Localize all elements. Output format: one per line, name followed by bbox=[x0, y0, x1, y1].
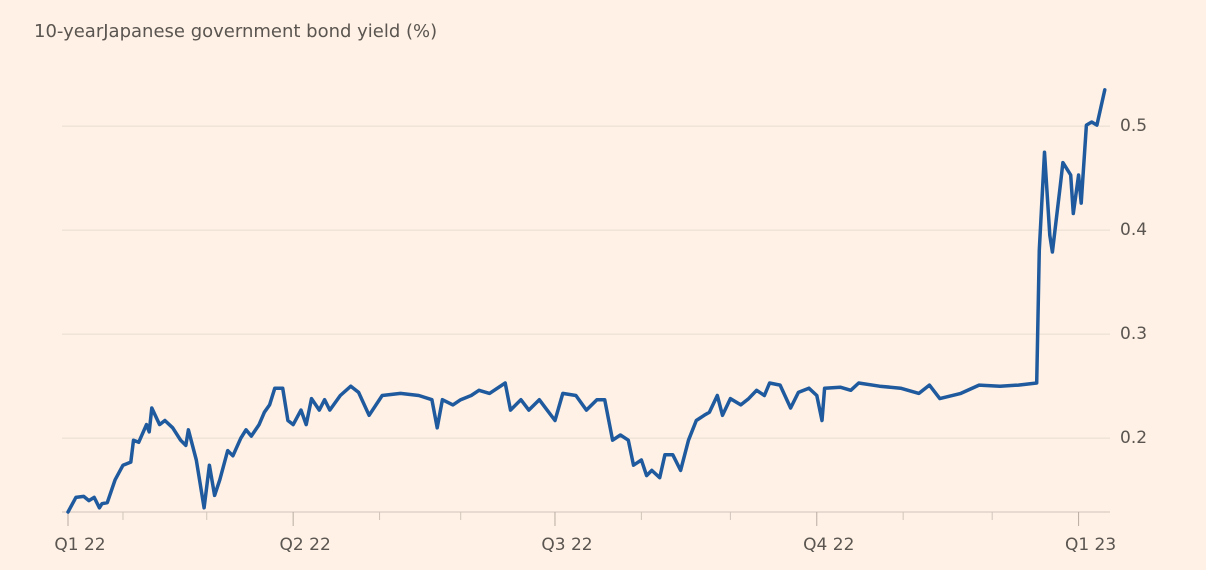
yield-line bbox=[66, 88, 1107, 514]
y-tick-label: 0.2 bbox=[1120, 428, 1147, 448]
y-tick-label: 0.5 bbox=[1120, 116, 1147, 136]
y-tick-label: 0.4 bbox=[1120, 220, 1147, 240]
x-tick-label: Q3 22 bbox=[541, 535, 592, 555]
x-tick-label: Q1 22 bbox=[54, 535, 105, 555]
x-tick-label: Q4 22 bbox=[803, 535, 854, 555]
x-tick-label: Q1 23 bbox=[1065, 535, 1116, 555]
x-tick-label: Q2 22 bbox=[280, 535, 331, 555]
y-tick-label: 0.3 bbox=[1120, 324, 1147, 344]
chart-title: 10-yearJapanese government bond yield (%… bbox=[34, 21, 437, 42]
